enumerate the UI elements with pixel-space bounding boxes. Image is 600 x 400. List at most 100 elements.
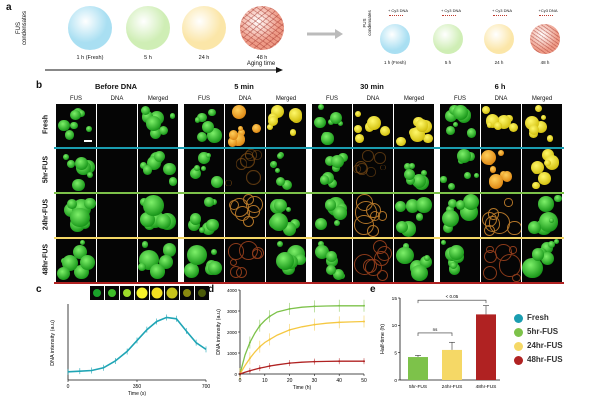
droplet	[396, 136, 406, 147]
legend-label-2: 24hr-FUS	[527, 341, 563, 350]
row-border-1	[54, 192, 564, 194]
droplet	[276, 251, 295, 270]
droplet	[251, 149, 263, 161]
droplet	[184, 263, 200, 278]
ylabel-e: Half-time (h)	[380, 324, 386, 354]
timepoint-separator	[179, 194, 183, 237]
xtick-label-c: 0	[67, 384, 70, 390]
droplet	[246, 170, 262, 185]
channel-label-2-1: DNA	[366, 96, 380, 102]
droplet	[273, 198, 288, 213]
droplet	[194, 165, 201, 171]
legend-dot-3	[514, 356, 523, 365]
droplet	[504, 198, 513, 207]
bar-5hr-FUS	[408, 357, 428, 380]
droplet	[289, 129, 297, 136]
condensate-sphere-1	[126, 6, 170, 50]
droplet	[149, 128, 161, 140]
droplet	[420, 169, 428, 177]
point-d	[268, 365, 271, 368]
droplet	[329, 112, 342, 125]
droplet	[377, 211, 388, 222]
timepoint-separator	[179, 104, 183, 147]
droplet	[540, 242, 553, 255]
channel-label-2-0: FUS	[326, 96, 338, 102]
droplet	[494, 122, 502, 130]
point-d	[248, 341, 251, 344]
droplet	[444, 110, 457, 122]
strip-droplet-4	[151, 287, 163, 299]
droplet	[210, 248, 218, 256]
droplet	[276, 241, 283, 248]
row-border-3	[54, 282, 564, 284]
category-label-e: 24hr-FUS	[442, 384, 463, 390]
droplet	[538, 196, 554, 212]
droplet	[501, 171, 513, 183]
tile-Fresh-2-Merged	[394, 104, 434, 147]
droplet	[138, 262, 147, 271]
droplet	[326, 264, 336, 275]
droplet	[449, 244, 465, 260]
droplet	[333, 219, 340, 227]
channel-label-2-2: Merged	[403, 96, 425, 102]
droplet	[405, 199, 420, 213]
droplet	[205, 152, 211, 158]
dna-strand-icon-3	[539, 15, 553, 19]
droplet	[537, 172, 551, 186]
tile-24hr-FUS-3-DNA	[481, 194, 521, 237]
point-d	[313, 360, 316, 363]
ytick-label-d: 1000	[227, 351, 238, 356]
droplet	[197, 112, 207, 123]
droplet	[442, 210, 460, 228]
droplet	[416, 197, 432, 213]
tile-48hr-FUS-1-DNA	[225, 239, 265, 282]
droplet	[80, 239, 86, 245]
timepoint-separator	[435, 104, 439, 147]
timepoint-separator	[435, 149, 439, 192]
row-border-2	[54, 237, 564, 239]
channel-label-1-2: Merged	[275, 96, 297, 102]
droplet	[355, 110, 362, 117]
droplet	[423, 254, 430, 261]
droplet	[489, 166, 496, 173]
tile-24hr-FUS-3-Merged	[522, 194, 562, 237]
tile-24hr-FUS-0-FUS	[56, 194, 96, 237]
droplet	[286, 206, 292, 213]
tile-5hr-FUS-1-Merged	[266, 149, 306, 192]
droplet	[211, 176, 223, 189]
tile-Fresh-1-DNA	[225, 104, 265, 147]
tile-5hr-FUS-1-FUS	[184, 149, 224, 192]
cy3-dna-tag-2: + Cy3 DNA	[491, 8, 513, 13]
right-stage-label-2: 24 h	[494, 60, 504, 65]
droplet	[324, 156, 335, 167]
droplet	[446, 205, 454, 214]
droplet	[72, 178, 85, 191]
point-d	[258, 324, 261, 327]
bar-48hr-FUS	[476, 314, 496, 380]
point-d	[338, 304, 341, 307]
droplet	[402, 242, 410, 250]
droplet	[396, 246, 415, 265]
droplet	[319, 175, 330, 185]
tile-Fresh-0-FUS	[56, 104, 96, 147]
droplet	[201, 166, 207, 172]
channel-label-3-1: DNA	[494, 96, 508, 102]
droplet	[237, 128, 246, 136]
droplet	[338, 121, 344, 127]
droplet	[497, 150, 504, 156]
strip-droplet-2	[123, 289, 131, 297]
strip-droplet-1	[108, 289, 116, 297]
droplet	[314, 218, 327, 231]
stage-label-2: 24 h	[198, 55, 210, 61]
time-lapse-strip	[90, 286, 209, 300]
timepoint-separator	[307, 239, 311, 282]
xlabel-d: Time (h)	[293, 385, 312, 391]
condensate-sphere-2	[182, 6, 226, 50]
strip-droplet-3	[136, 287, 148, 299]
channel-label-3-0: FUS	[454, 96, 466, 102]
stage-label-1: 5 h	[144, 55, 152, 61]
droplet	[64, 130, 74, 140]
xtick-label-c: 700	[202, 384, 211, 390]
tile-Fresh-2-DNA	[353, 104, 393, 147]
ytick-label-e: 0	[394, 378, 397, 384]
